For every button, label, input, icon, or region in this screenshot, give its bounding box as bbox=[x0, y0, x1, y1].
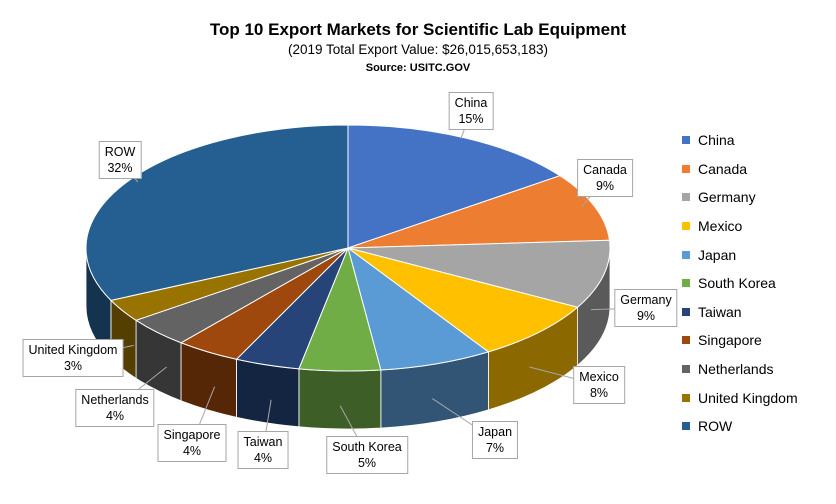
legend-label: United Kingdom bbox=[698, 389, 798, 406]
legend-swatch bbox=[682, 193, 690, 202]
data-label-value: 8% bbox=[589, 386, 609, 400]
data-label: Taiwan 4% bbox=[237, 431, 289, 469]
slice-japan[interactable] bbox=[347, 246, 490, 371]
legend-label: ROW bbox=[698, 418, 733, 435]
legend-swatch bbox=[682, 422, 690, 431]
slice-side-south-korea bbox=[298, 368, 382, 430]
chart-title: Top 10 Export Markets for Scientific Lab… bbox=[209, 20, 627, 39]
legend-item: Germany bbox=[682, 183, 798, 212]
data-label-name: United Kingdom bbox=[28, 343, 118, 357]
legend-item: Mexico bbox=[682, 212, 798, 241]
slice-side-taiwan bbox=[236, 358, 300, 428]
legend-swatch bbox=[682, 222, 690, 231]
legend-label: Singapore bbox=[698, 332, 762, 349]
data-label-name: Taiwan bbox=[243, 435, 283, 449]
data-label-name: South Korea bbox=[332, 440, 402, 454]
data-label: South Korea 5% bbox=[326, 436, 408, 474]
data-label-value: 32% bbox=[107, 161, 133, 175]
legend-swatch bbox=[682, 307, 690, 316]
data-label-name: Germany bbox=[620, 293, 672, 307]
data-label: Japan 7% bbox=[471, 421, 519, 459]
data-label-value: 9% bbox=[636, 309, 656, 323]
legend-label: Mexico bbox=[698, 218, 743, 235]
data-label-name: Mexico bbox=[579, 370, 619, 384]
slice-canada[interactable] bbox=[347, 175, 611, 249]
legend-label: Japan bbox=[698, 246, 737, 263]
legend-item: ROW bbox=[682, 412, 798, 441]
slice-mexico[interactable] bbox=[347, 247, 579, 353]
legend-label: China bbox=[698, 132, 735, 149]
data-label-name: Singapore bbox=[163, 428, 221, 442]
data-label: Canada 9% bbox=[577, 159, 633, 197]
data-label-value: 3% bbox=[63, 359, 83, 373]
data-label-value: 7% bbox=[485, 441, 505, 455]
legend-item: Canada bbox=[682, 155, 798, 184]
legend-item: South Korea bbox=[682, 269, 798, 298]
data-label-value: 4% bbox=[182, 444, 202, 458]
legend-swatch bbox=[682, 279, 690, 288]
slice-china[interactable] bbox=[347, 124, 562, 249]
data-label-name: Netherlands bbox=[81, 393, 149, 407]
legend-item: China bbox=[682, 126, 798, 155]
slice-row[interactable] bbox=[85, 124, 349, 301]
data-label-value: 4% bbox=[105, 409, 125, 423]
data-label: ROW 32% bbox=[98, 141, 142, 179]
legend-item: United Kingdom bbox=[682, 383, 798, 412]
legend-swatch bbox=[682, 336, 690, 345]
legend-item: Taiwan bbox=[682, 298, 798, 327]
legend-label: Germany bbox=[698, 189, 756, 206]
legend-swatch bbox=[682, 393, 690, 402]
data-label: United Kingdom 3% bbox=[22, 339, 124, 377]
data-label: Netherlands 4% bbox=[75, 389, 155, 427]
data-label-value: 5% bbox=[357, 456, 377, 470]
legend-swatch bbox=[682, 365, 690, 374]
legend-label: Netherlands bbox=[698, 361, 774, 378]
legend-swatch bbox=[682, 250, 690, 259]
data-label: Singapore 4% bbox=[157, 424, 227, 462]
data-label-name: Canada bbox=[583, 163, 627, 177]
slice-germany[interactable] bbox=[347, 239, 611, 308]
data-label: Mexico 8% bbox=[573, 366, 625, 404]
chart-subtitle: (2019 Total Export Value: $26,015,653,18… bbox=[288, 42, 548, 57]
data-label: Germany 9% bbox=[614, 289, 678, 327]
legend-item: Japan bbox=[682, 240, 798, 269]
legend: China Canada Germany Mexico Japan South Korea… bbox=[682, 126, 798, 441]
data-label-name: ROW bbox=[104, 145, 136, 159]
legend-item: Netherlands bbox=[682, 355, 798, 384]
data-label-value: 15% bbox=[458, 112, 484, 126]
data-label-name: China bbox=[454, 96, 488, 110]
data-label-name: Japan bbox=[477, 425, 513, 439]
legend-label: Taiwan bbox=[698, 303, 742, 320]
legend-label: South Korea bbox=[698, 275, 776, 292]
data-label: China 15% bbox=[448, 92, 494, 130]
data-label-value: 9% bbox=[595, 179, 615, 193]
legend-item: Singapore bbox=[682, 326, 798, 355]
chart-source: Source: USITC.GOV bbox=[365, 62, 471, 74]
legend-swatch bbox=[682, 164, 690, 173]
legend-label: Canada bbox=[698, 160, 748, 177]
data-label-value: 4% bbox=[253, 451, 273, 465]
legend-swatch bbox=[682, 136, 690, 145]
